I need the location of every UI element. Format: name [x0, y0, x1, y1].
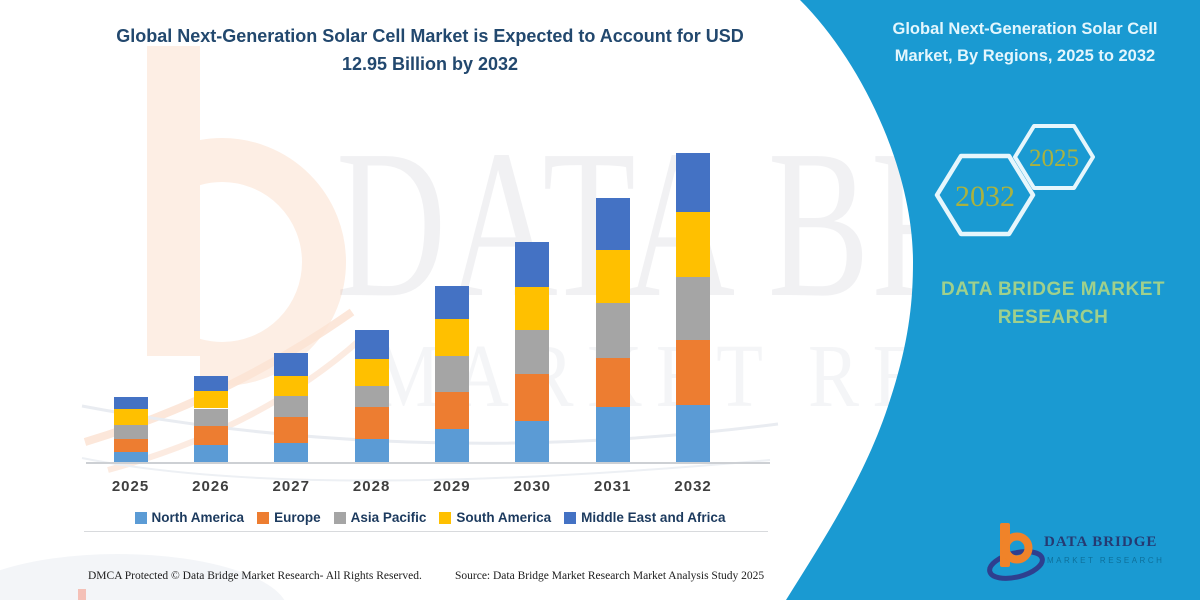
watermark-b-stem	[147, 46, 200, 356]
bar-2025-segment-asia-pacific	[113, 425, 148, 439]
chart-title-line1: Global Next-Generation Solar Cell Market…	[116, 26, 744, 46]
legend-swatch-north-america	[134, 511, 147, 524]
bar-2032-segment-south-america	[676, 212, 711, 277]
x-label-2028: 2028	[352, 478, 391, 495]
bar-2027-segment-middle-east-and-africa	[274, 352, 309, 376]
bar-2028-segment-europe	[354, 406, 389, 440]
x-label-2025: 2025	[111, 478, 150, 495]
bar-2032-segment-europe	[676, 339, 711, 406]
bar-2029-segment-north-america	[434, 429, 469, 463]
hexagon-2032	[934, 153, 1036, 237]
bar-2027-segment-europe	[274, 416, 309, 443]
brand-text-line1: DATA BRIDGE MARKET	[941, 279, 1165, 300]
bar-2029-segment-europe	[434, 391, 469, 430]
logo-title: DATA BRIDGE	[1044, 534, 1158, 550]
legend-label-asia-pacific: Asia Pacific	[350, 510, 427, 525]
logo-b-stem-icon	[1000, 523, 1010, 567]
legend-label-middle-east-and-africa: Middle East and Africa	[581, 510, 726, 525]
x-label-2029: 2029	[433, 478, 471, 495]
x-label-2026: 2026	[192, 478, 230, 495]
legend-item-europe: Europe	[257, 510, 321, 525]
bar-2030-segment-south-america	[515, 287, 550, 331]
bar-2030-segment-asia-pacific	[515, 330, 550, 375]
legend-swatch-south-america	[439, 511, 452, 524]
hexagon-2025	[1013, 124, 1095, 190]
bar-2029-segment-south-america	[434, 319, 469, 356]
x-axis-line	[86, 462, 770, 464]
logo-swoosh-icon	[987, 549, 1045, 581]
legend-swatch-europe	[257, 511, 270, 524]
chart-title-line2: 12.95 Billion by 2032	[341, 54, 519, 74]
x-label-2031: 2031	[594, 478, 632, 495]
bar-2025-segment-middle-east-and-africa	[113, 397, 148, 409]
bar-2027-segment-south-america	[274, 375, 309, 396]
legend-item-middle-east-and-africa: Middle East and Africa	[564, 510, 725, 525]
bar-2028-segment-middle-east-and-africa	[354, 329, 389, 360]
bar-2026-segment-asia-pacific	[193, 408, 228, 426]
logo-b-bowl-icon	[1001, 532, 1033, 564]
copyright-text: DMCA Protected © Data Bridge Market Rese…	[88, 570, 422, 582]
legend-item-asia-pacific: Asia Pacific	[333, 510, 427, 525]
legend-swatch-middle-east-and-africa	[564, 511, 577, 524]
source-text: Source: Data Bridge Market Research Mark…	[455, 570, 765, 582]
hexagon-2025-label: 2025	[1029, 145, 1079, 172]
bar-2025-segment-south-america	[113, 408, 148, 426]
legend-label-south-america: South America	[456, 510, 552, 525]
watermark-b-bowl	[200, 138, 346, 386]
bar-2031-segment-south-america	[595, 250, 630, 304]
x-label-2030: 2030	[513, 478, 552, 495]
chart-legend: North America Europe Asia Pacific South Ame…	[85, 510, 775, 525]
chart-title: Global Next-Generation Solar Cell Market…	[85, 22, 775, 78]
bar-2025-segment-europe	[113, 438, 148, 452]
brand-text: DATA BRIDGE MARKET RESEARCH	[928, 276, 1178, 332]
bar-2026-segment-south-america	[193, 391, 228, 409]
watermark-gray-arc-2	[81, 457, 771, 482]
brand-text-line2: RESEARCH	[997, 307, 1109, 328]
legend-label-north-america: North America	[151, 510, 245, 525]
bar-2031-segment-europe	[595, 357, 630, 408]
right-panel-title: Global Next-Generation Solar Cell Market…	[860, 16, 1190, 70]
bar-2026-segment-north-america	[193, 445, 228, 463]
bar-2026-segment-middle-east-and-africa	[193, 375, 228, 392]
bar-2028-segment-south-america	[354, 359, 389, 387]
bar-2030-segment-middle-east-and-africa	[515, 242, 550, 288]
bar-2027-segment-north-america	[274, 442, 309, 463]
right-panel-title-line1: Global Next-Generation Solar Cell	[892, 20, 1158, 38]
bar-2032-segment-north-america	[676, 405, 711, 463]
bar-2031-segment-north-america	[595, 407, 630, 463]
bar-2030-segment-europe	[515, 374, 550, 422]
bar-2032-segment-asia-pacific	[676, 276, 711, 340]
x-label-2027: 2027	[272, 478, 310, 495]
bar-2025-segment-north-america	[113, 452, 148, 463]
bar-2030-segment-north-america	[515, 421, 550, 463]
legend-swatch-asia-pacific	[333, 511, 346, 524]
watermark-corner-blob	[0, 554, 285, 600]
x-label-2032: 2032	[674, 478, 712, 495]
bar-2028-segment-asia-pacific	[354, 386, 389, 407]
legend-item-north-america: North America	[134, 510, 245, 525]
hexagon-2032-label: 2032	[955, 180, 1015, 213]
bar-2031-segment-middle-east-and-africa	[595, 197, 630, 251]
bar-2029-segment-asia-pacific	[434, 355, 469, 392]
bar-2028-segment-north-america	[354, 439, 389, 463]
bar-2032-segment-middle-east-and-africa	[676, 153, 711, 213]
logo-subtitle: MARKET RESEARCH	[1047, 556, 1165, 565]
bar-2026-segment-europe	[193, 425, 228, 446]
right-panel-title-line2: Market, By Regions, 2025 to 2032	[894, 47, 1156, 65]
bar-2029-segment-middle-east-and-africa	[434, 286, 469, 320]
watermark-pink-speck	[78, 589, 86, 600]
footer-divider	[84, 531, 768, 532]
bar-2027-segment-asia-pacific	[274, 395, 309, 417]
legend-item-south-america: South America	[439, 510, 551, 525]
legend-label-europe: Europe	[274, 510, 321, 525]
bar-2031-segment-asia-pacific	[595, 303, 630, 358]
